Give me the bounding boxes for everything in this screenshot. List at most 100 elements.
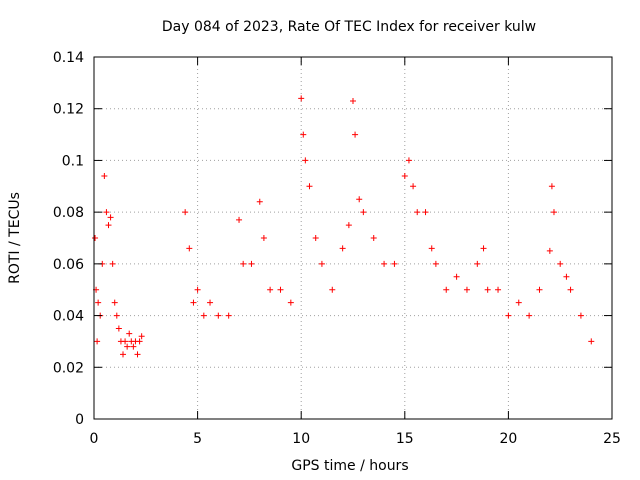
data-point bbox=[207, 299, 214, 306]
data-point bbox=[298, 95, 305, 102]
data-point bbox=[312, 235, 319, 241]
data-point bbox=[111, 299, 118, 306]
data-point bbox=[370, 235, 377, 241]
data-point bbox=[443, 286, 450, 293]
data-point bbox=[557, 260, 564, 267]
y-tick-label: 0 bbox=[75, 412, 84, 428]
data-point bbox=[194, 286, 201, 293]
data-point bbox=[105, 222, 112, 229]
grid-lines bbox=[94, 57, 612, 419]
data-points bbox=[92, 95, 595, 358]
x-tick-label: 5 bbox=[193, 431, 202, 447]
data-point bbox=[550, 209, 557, 216]
data-point bbox=[92, 235, 99, 241]
data-point bbox=[248, 260, 255, 267]
y-tick-label: 0.02 bbox=[53, 360, 84, 376]
data-point bbox=[182, 209, 189, 216]
data-point bbox=[300, 131, 307, 138]
data-point bbox=[109, 260, 116, 267]
data-point bbox=[225, 312, 232, 319]
data-point bbox=[352, 131, 359, 138]
y-tick-label: 0.08 bbox=[53, 205, 84, 221]
data-point bbox=[480, 245, 487, 252]
data-point bbox=[267, 286, 274, 293]
x-tick-label: 20 bbox=[499, 431, 517, 447]
data-point bbox=[381, 260, 388, 267]
data-point bbox=[422, 209, 429, 216]
data-point bbox=[115, 325, 122, 332]
data-point bbox=[515, 299, 522, 306]
data-point bbox=[414, 209, 421, 216]
data-point bbox=[536, 286, 543, 293]
data-point bbox=[130, 343, 137, 350]
data-point bbox=[101, 172, 108, 179]
data-point bbox=[215, 312, 222, 319]
x-axis-title: GPS time / hours bbox=[291, 458, 408, 474]
data-point bbox=[95, 299, 102, 306]
data-point bbox=[277, 286, 284, 293]
data-point bbox=[563, 273, 570, 280]
data-point bbox=[240, 260, 247, 267]
data-point bbox=[356, 196, 363, 203]
data-point bbox=[410, 183, 417, 190]
data-point bbox=[306, 183, 313, 190]
data-point bbox=[391, 260, 398, 267]
data-point bbox=[120, 351, 127, 358]
x-tick-label: 15 bbox=[396, 431, 414, 447]
data-point bbox=[546, 247, 553, 254]
x-tick-label: 0 bbox=[90, 431, 99, 447]
data-point bbox=[113, 312, 120, 319]
data-point bbox=[474, 260, 481, 267]
x-tick-label: 10 bbox=[292, 431, 310, 447]
y-tick-label: 0.1 bbox=[62, 153, 84, 169]
data-point bbox=[329, 286, 336, 293]
data-point bbox=[236, 216, 243, 223]
data-point bbox=[505, 312, 512, 319]
data-point bbox=[588, 338, 595, 345]
data-point bbox=[94, 338, 101, 345]
data-point bbox=[186, 245, 193, 252]
data-point bbox=[526, 312, 533, 319]
y-axis-title: ROTI / TECUs bbox=[7, 192, 23, 284]
data-point bbox=[318, 260, 325, 267]
data-point bbox=[463, 286, 470, 293]
data-point bbox=[453, 273, 460, 280]
data-point bbox=[200, 312, 207, 319]
data-point bbox=[428, 245, 435, 252]
x-tick-label: 25 bbox=[603, 431, 621, 447]
y-tick-label: 0.12 bbox=[53, 102, 84, 118]
data-point bbox=[126, 330, 133, 337]
data-point bbox=[432, 260, 439, 267]
data-point bbox=[190, 299, 197, 306]
y-tick-label: 0.06 bbox=[53, 257, 84, 273]
plot-frame bbox=[93, 56, 613, 420]
data-point bbox=[134, 351, 141, 358]
data-point bbox=[103, 209, 110, 216]
data-point bbox=[567, 286, 574, 293]
y-tick-label: 0.14 bbox=[53, 50, 84, 66]
data-point bbox=[484, 286, 491, 293]
data-point bbox=[136, 338, 143, 345]
y-tick-label: 0.04 bbox=[53, 309, 84, 325]
data-point bbox=[256, 198, 263, 205]
data-point bbox=[107, 214, 114, 221]
data-point bbox=[122, 338, 129, 345]
data-point bbox=[405, 157, 412, 164]
data-point bbox=[360, 209, 367, 216]
data-point bbox=[302, 157, 309, 164]
data-point bbox=[548, 183, 555, 190]
data-point bbox=[495, 286, 502, 293]
data-point bbox=[124, 343, 131, 350]
data-point bbox=[401, 172, 408, 179]
data-point bbox=[350, 97, 356, 104]
data-point bbox=[287, 299, 294, 306]
data-point bbox=[260, 235, 267, 241]
data-point bbox=[345, 222, 352, 229]
data-point bbox=[138, 333, 145, 340]
chart-title: Day 084 of 2023, Rate Of TEC Index for r… bbox=[162, 19, 536, 35]
data-point bbox=[577, 312, 584, 319]
axis-ticks: 0 0.02 0.04 0.06 0.08 0.1 0.12 0.14 0 5 10 15 20 25 bbox=[53, 50, 621, 447]
data-point bbox=[339, 245, 346, 252]
